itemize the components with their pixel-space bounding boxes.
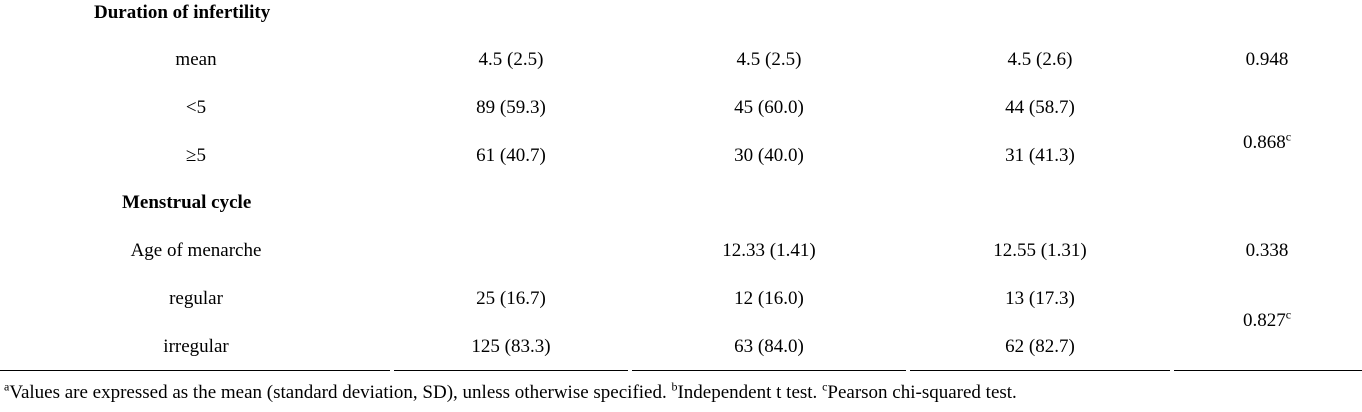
p-value: 0.868 [1242,132,1286,153]
cell-p-value: 0.948 [1245,49,1289,70]
footnote-text: Values are expressed as the mean (standa… [9,382,672,403]
cell-all: 61 (40.7) [476,145,546,166]
cell-all: 4.5 (2.5) [478,49,544,70]
table-row: irregular 125 (83.3) 63 (84.0) 62 (82.7) [0,323,1362,371]
table-row: ≥5 61 (40.7) 30 (40.0) 31 (41.3) [0,132,1362,180]
cell-group2: 12.55 (1.31) [993,240,1087,261]
cell-group2: 31 (41.3) [1005,145,1075,166]
cell-all: 89 (59.3) [476,97,546,118]
cell-p-value: 0.338 [1245,240,1289,261]
table-bottom-rule [910,370,1170,371]
footnote-text: Independent t test. [677,382,823,403]
footnote-marker: c [1285,129,1292,144]
table-row: <5 89 (59.3) 45 (60.0) 44 (58.7) [0,84,1362,132]
table-row: mean 4.5 (2.5) 4.5 (2.5) 4.5 (2.6) 0.948 [0,36,1362,84]
table-bottom-rule [394,370,628,371]
merged-p-value: 0.827c [1172,307,1362,332]
footnote-text: Pearson chi-squared test. [827,382,1017,403]
footnote-marker: b [671,379,678,394]
footnote-marker: c [822,379,828,394]
table-bottom-rule [632,370,906,371]
table-row: Age of menarche 12.33 (1.41) 12.55 (1.31… [0,227,1362,275]
table-bottom-rule [1174,370,1362,371]
cell-all [392,227,630,275]
table-row: regular 25 (16.7) 12 (16.0) 13 (17.3) [0,275,1362,323]
cell-group1: 45 (60.0) [734,97,804,118]
cell-group1: 30 (40.0) [734,145,804,166]
cell-group2: 44 (58.7) [1005,97,1075,118]
table-footnote: aValues are expressed as the mean (stand… [4,379,1017,404]
cell-all: 25 (16.7) [476,288,546,309]
section-heading-duration: Duration of infertility [94,2,271,23]
row-label: irregular [163,336,229,357]
section-heading-menstrual: Menstrual cycle [122,192,252,213]
cell-group2: 62 (82.7) [1005,336,1075,357]
row-label: regular [169,288,223,309]
row-label: mean [175,49,217,70]
cell-group2: 4.5 (2.6) [1007,49,1073,70]
cell-group1: 4.5 (2.5) [736,49,802,70]
cell-group1: 12 (16.0) [734,288,804,309]
merged-p-value: 0.868c [1172,129,1362,154]
cell-group1: 12.33 (1.41) [722,240,816,261]
cell-all: 125 (83.3) [471,336,551,357]
row-label: Age of menarche [130,240,262,261]
cell-group1: 63 (84.0) [734,336,804,357]
footnote-marker: a [4,379,10,394]
p-value: 0.827 [1242,310,1286,331]
row-label: ≥5 [186,145,206,166]
footnote-marker: c [1285,307,1292,322]
cell-group2: 13 (17.3) [1005,288,1075,309]
row-label: <5 [185,97,207,118]
table-bottom-rule [0,370,390,371]
